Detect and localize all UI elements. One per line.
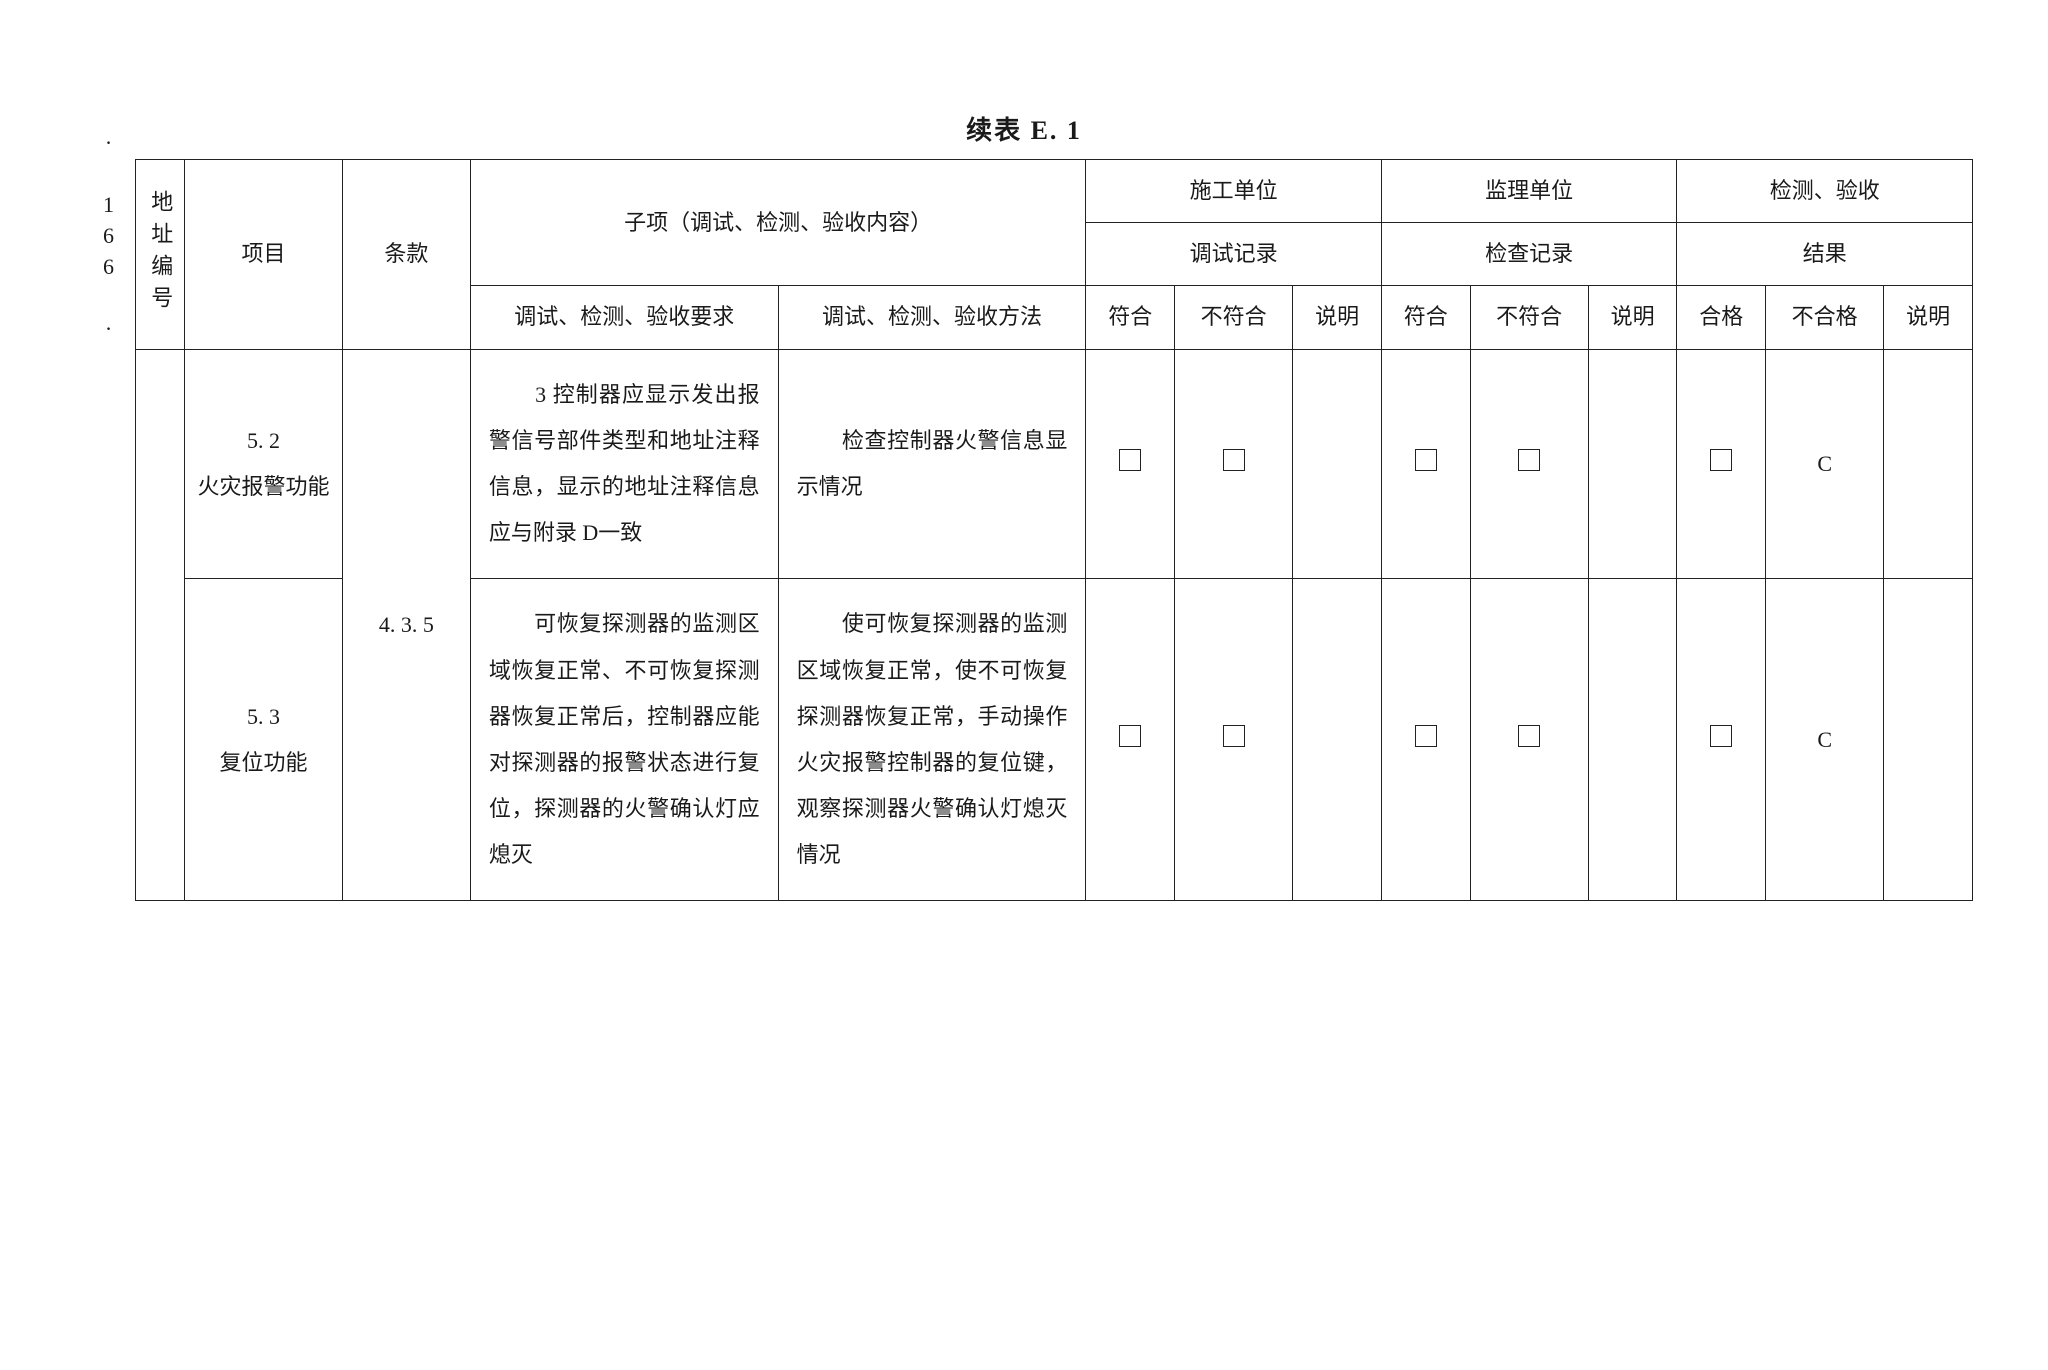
col-sub-method: 调试、检测、验收方法 — [778, 286, 1086, 349]
col-commissioning-record: 调试记录 — [1086, 223, 1382, 286]
project-name: 火灾报警功能 — [198, 474, 330, 499]
fail-grade: C — [1766, 579, 1884, 901]
checkbox-icon — [1223, 449, 1245, 471]
project-cell: 5. 3 复位功能 — [185, 579, 343, 901]
checkbox-icon — [1518, 449, 1540, 471]
project-no: 5. 2 — [247, 428, 280, 453]
inspection-table-wrap: 地址编号 项目 条款 子项（调试、检测、验收内容） 施工单位 监理单位 检测、验… — [135, 159, 1973, 901]
check-ng-1 — [1175, 349, 1293, 579]
col-clause: 条款 — [342, 160, 470, 350]
check-ng-2 — [1470, 349, 1588, 579]
note-3 — [1884, 349, 1973, 579]
col-sub-req: 调试、检测、验收要求 — [470, 286, 778, 349]
col-addr-no: 地址编号 — [136, 160, 185, 350]
check-ok-1 — [1086, 349, 1175, 579]
col-pass: 合格 — [1677, 286, 1766, 349]
col-ng-2: 不符合 — [1470, 286, 1588, 349]
col-result: 结果 — [1677, 223, 1973, 286]
col-project: 项目 — [185, 160, 343, 350]
note-1 — [1293, 349, 1382, 579]
checkbox-icon — [1119, 449, 1141, 471]
col-subitem: 子项（调试、检测、验收内容） — [470, 160, 1086, 286]
note-2 — [1588, 349, 1677, 579]
check-pass — [1677, 579, 1766, 901]
checkbox-icon — [1223, 725, 1245, 747]
note-3 — [1884, 579, 1973, 901]
check-ok-2 — [1381, 579, 1470, 901]
col-ok-1: 符合 — [1086, 286, 1175, 349]
col-test-accept: 检测、验收 — [1677, 160, 1973, 223]
addr-cell — [136, 349, 185, 901]
note-1 — [1293, 579, 1382, 901]
checkbox-icon — [1119, 725, 1141, 747]
requirement-cell: 可恢复探测器的监测区域恢复正常、不可恢复探测器恢复正常后，控制器应能对探测器的报… — [470, 579, 778, 901]
requirement-cell: 3 控制器应显示发出报警信号部件类型和地址注释信息，显示的地址注释信息应与附录 … — [470, 349, 778, 579]
table-row: 5. 2 火灾报警功能 4. 3. 5 3 控制器应显示发出报警信号部件类型和地… — [136, 349, 1973, 579]
check-ok-2 — [1381, 349, 1470, 579]
checkbox-icon — [1710, 449, 1732, 471]
page-number-vertical: · 166 · — [95, 130, 121, 347]
col-fail: 不合格 — [1766, 286, 1884, 349]
clause-cell: 4. 3. 5 — [342, 349, 470, 901]
check-ng-2 — [1470, 579, 1588, 901]
col-inspection-record: 检查记录 — [1381, 223, 1677, 286]
checkbox-icon — [1415, 449, 1437, 471]
col-supervision-unit: 监理单位 — [1381, 160, 1677, 223]
project-no: 5. 3 — [247, 704, 280, 729]
project-name: 复位功能 — [220, 750, 308, 775]
check-ok-1 — [1086, 579, 1175, 901]
col-ok-2: 符合 — [1381, 286, 1470, 349]
checkbox-icon — [1415, 725, 1437, 747]
col-note-1: 说明 — [1293, 286, 1382, 349]
method-cell: 检查控制器火警信息显示情况 — [778, 349, 1086, 579]
checkbox-icon — [1710, 725, 1732, 747]
col-ng-1: 不符合 — [1175, 286, 1293, 349]
col-note-3: 说明 — [1884, 286, 1973, 349]
method-cell: 使可恢复探测器的监测区域恢复正常，使不可恢复探测器恢复正常，手动操作火灾报警控制… — [778, 579, 1086, 901]
fail-grade: C — [1766, 349, 1884, 579]
checkbox-icon — [1518, 725, 1540, 747]
check-pass — [1677, 349, 1766, 579]
check-ng-1 — [1175, 579, 1293, 901]
project-cell: 5. 2 火灾报警功能 — [185, 349, 343, 579]
inspection-table: 地址编号 项目 条款 子项（调试、检测、验收内容） 施工单位 监理单位 检测、验… — [135, 159, 1973, 901]
table-continuation-title: 续表 E. 1 — [0, 110, 2048, 147]
note-2 — [1588, 579, 1677, 901]
col-construction-unit: 施工单位 — [1086, 160, 1382, 223]
document-page: · 166 · 续表 E. 1 地址编号 — [0, 0, 2048, 1370]
header-row-1: 地址编号 项目 条款 子项（调试、检测、验收内容） 施工单位 监理单位 检测、验… — [136, 160, 1973, 223]
col-note-2: 说明 — [1588, 286, 1677, 349]
